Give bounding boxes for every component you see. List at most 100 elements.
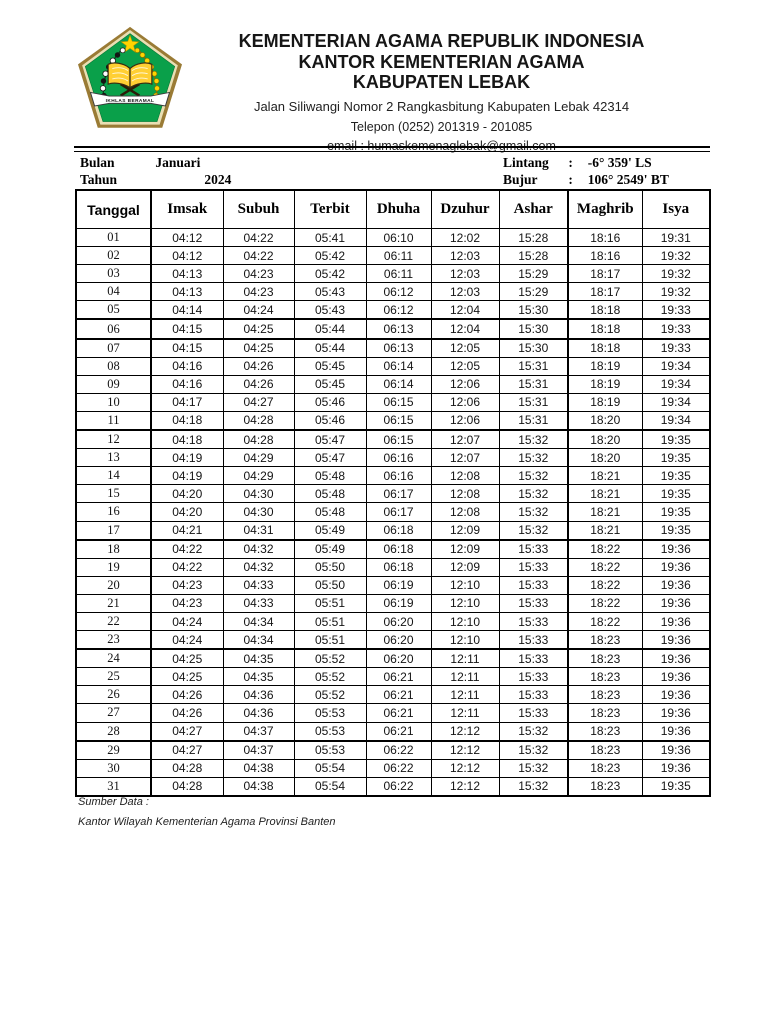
time-cell: 05:49	[293, 539, 367, 559]
time-cell: 06:12	[365, 300, 432, 321]
table-row: 24 04:25 04:35 05:52 06:20 12:11 15:33 18:23 19:…	[75, 648, 711, 669]
tahun-value: 2024	[204, 172, 232, 187]
time-cell: 15:29	[498, 264, 569, 284]
agency-phone: Telepon (0252) 201319 - 201085	[350, 119, 533, 134]
time-cell: 12:11	[430, 703, 500, 723]
time-cell: 12:03	[430, 246, 500, 266]
time-cell: 04:24	[150, 630, 224, 651]
time-cell: 04:29	[222, 466, 295, 486]
time-cell: 12:08	[430, 466, 500, 486]
time-cell: 05:42	[293, 264, 367, 284]
time-cell: 12:08	[430, 502, 500, 522]
col-header-maghrib: Maghrib	[567, 189, 643, 229]
time-cell: 06:20	[365, 648, 432, 669]
time-cell: 04:12	[150, 227, 224, 248]
day-cell: 05	[75, 300, 152, 321]
time-cell: 12:10	[430, 575, 500, 595]
time-cell: 19:35	[641, 502, 711, 522]
time-cell: 12:12	[430, 776, 500, 797]
time-cell: 15:33	[498, 611, 569, 632]
time-cell: 12:11	[430, 685, 500, 705]
col-header-imsak: Imsak	[150, 189, 224, 229]
day-cell: 28	[75, 721, 152, 742]
table-row: 13 04:19 04:29 05:47 06:16 12:07 15:32 18:20 19:…	[75, 448, 711, 468]
time-cell: 06:18	[365, 520, 432, 541]
time-cell: 19:36	[641, 611, 711, 632]
time-cell: 15:28	[498, 246, 569, 266]
time-cell: 18:23	[567, 630, 643, 651]
time-cell: 15:32	[498, 502, 569, 522]
time-cell: 04:25	[222, 338, 295, 358]
day-cell: 16	[75, 502, 152, 522]
time-cell: 04:28	[150, 758, 224, 778]
table-row: 21 04:23 04:33 05:51 06:19 12:10 15:33 18:22 19:…	[75, 593, 711, 613]
time-cell: 15:33	[498, 557, 569, 577]
time-cell: 18:20	[567, 429, 643, 450]
time-cell: 06:22	[365, 758, 432, 778]
time-cell: 04:27	[150, 721, 224, 742]
time-cell: 06:15	[365, 429, 432, 450]
time-cell: 04:22	[222, 227, 295, 248]
day-cell: 21	[75, 593, 152, 613]
time-cell: 18:21	[567, 520, 643, 541]
time-cell: 19:36	[641, 703, 711, 723]
bujur-value: 106° 2549' BT	[587, 172, 669, 187]
time-cell: 12:07	[430, 448, 500, 468]
time-cell: 15:32	[498, 740, 569, 760]
time-cell: 18:18	[567, 300, 643, 321]
time-cell: 04:19	[150, 466, 224, 486]
time-cell: 04:26	[222, 374, 295, 394]
table-row: 10 04:17 04:27 05:46 06:15 12:06 15:31 18:19 19:…	[75, 392, 711, 412]
time-cell: 19:33	[641, 318, 711, 340]
time-cell: 15:31	[498, 392, 569, 412]
double-rule	[74, 146, 710, 152]
time-cell: 19:35	[641, 448, 711, 468]
table-row: 17 04:21 04:31 05:49 06:18 12:09 15:32 18:21 19:…	[75, 520, 711, 541]
source-label: Sumber Data :	[78, 796, 149, 808]
time-cell: 04:17	[150, 392, 224, 412]
time-cell: 04:24	[222, 300, 295, 321]
time-cell: 04:12	[150, 246, 224, 266]
time-cell: 04:23	[222, 264, 295, 284]
time-cell: 04:36	[222, 685, 295, 705]
time-cell: 04:24	[150, 611, 224, 632]
motto-ribbon: IKHLAS BERAMAL	[89, 91, 171, 107]
time-cell: 12:03	[430, 282, 500, 302]
table-row: 02 04:12 04:22 05:42 06:11 12:03 15:28 18:16 19:…	[75, 246, 711, 266]
table-row: 23 04:24 04:34 05:51 06:20 12:10 15:33 18:23 19:…	[75, 630, 711, 651]
time-cell: 19:36	[641, 740, 711, 760]
day-cell: 13	[75, 448, 152, 468]
time-cell: 06:11	[365, 264, 432, 284]
day-cell: 18	[75, 539, 152, 559]
table-row: 06 04:15 04:25 05:44 06:13 12:04 15:30 18:18 19:…	[75, 318, 711, 340]
time-cell: 06:20	[365, 630, 432, 651]
time-cell: 12:07	[430, 429, 500, 450]
day-cell: 14	[75, 466, 152, 486]
bulan-label: Bulan	[80, 155, 115, 170]
time-cell: 06:14	[365, 356, 432, 376]
time-cell: 06:21	[365, 721, 432, 742]
time-cell: 19:35	[641, 520, 711, 541]
time-cell: 05:51	[293, 593, 367, 613]
time-cell: 18:23	[567, 685, 643, 705]
time-cell: 04:13	[150, 282, 224, 302]
time-cell: 05:47	[293, 429, 367, 450]
day-cell: 24	[75, 648, 152, 669]
time-cell: 04:15	[150, 318, 224, 340]
col-header-ashar: Ashar	[498, 189, 569, 229]
time-cell: 15:32	[498, 776, 569, 797]
time-cell: 06:18	[365, 539, 432, 559]
time-cell: 04:28	[222, 429, 295, 450]
time-cell: 19:35	[641, 484, 711, 504]
prayer-times-table: Tanggal Imsak Subuh Terbit Dhuha Dzuhur Ashar M…	[75, 189, 711, 797]
time-cell: 05:54	[293, 776, 367, 797]
time-cell: 19:36	[641, 758, 711, 778]
time-cell: 15:33	[498, 539, 569, 559]
bulan-value: Januari	[155, 155, 201, 170]
time-cell: 04:20	[150, 484, 224, 504]
time-cell: 18:23	[567, 740, 643, 760]
kemenag-emblem-icon: IKHLAS BERAMAL	[78, 26, 182, 128]
time-cell: 05:50	[293, 557, 367, 577]
time-cell: 18:22	[567, 557, 643, 577]
